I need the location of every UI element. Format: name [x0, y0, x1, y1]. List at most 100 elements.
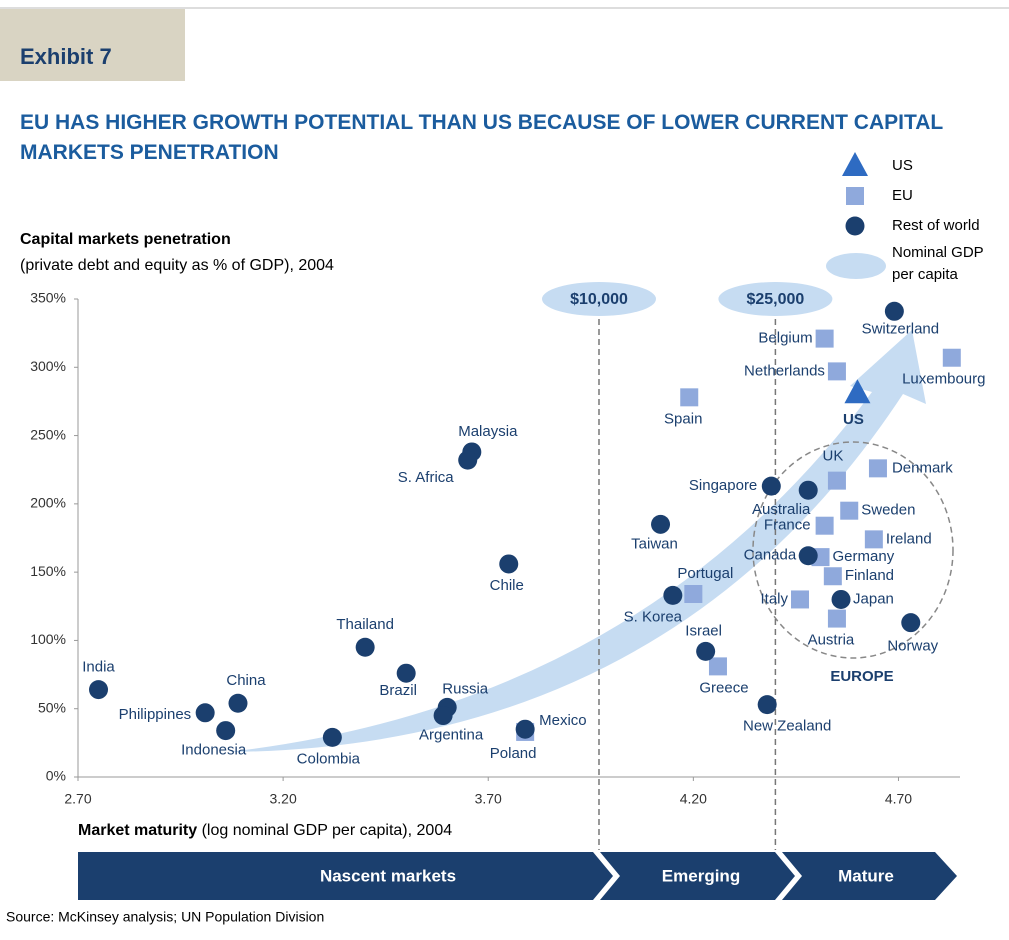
point-label: Spain: [664, 410, 702, 427]
point: [433, 706, 453, 726]
point-label: Sweden: [861, 502, 915, 519]
point: [846, 187, 864, 205]
y-tick-label: 100%: [30, 631, 66, 647]
point: [831, 589, 851, 609]
x-tick-label: 3.20: [269, 791, 296, 807]
point: [901, 613, 921, 633]
point-label: Taiwan: [631, 535, 678, 552]
point: [798, 480, 818, 500]
point-label: Italy: [760, 590, 788, 607]
point: [884, 301, 904, 321]
point: [322, 727, 342, 747]
point: [651, 514, 671, 534]
point: [761, 476, 781, 496]
reference-badge: [718, 282, 833, 316]
reference-badge: [541, 282, 656, 316]
reference-label: $10,000: [570, 291, 628, 308]
point-label: S. Korea: [624, 608, 683, 625]
point: [458, 450, 478, 470]
y-tick-label: 150%: [30, 563, 66, 579]
point-label: New Zealand: [743, 718, 831, 735]
point-label: Russia: [442, 680, 489, 697]
x-tick-label: 2.70: [64, 791, 91, 807]
legend-swatch: [826, 253, 886, 279]
x-tick-label: 4.70: [885, 791, 912, 807]
point: [791, 590, 810, 609]
x-tick-label: 3.70: [475, 791, 502, 807]
stage-label: Emerging: [662, 866, 740, 885]
x-tick-label: 4.20: [680, 791, 707, 807]
stage-bar: [78, 852, 613, 900]
y-tick-label: 350%: [30, 290, 66, 306]
point-label: Greece: [699, 679, 748, 696]
point-label: S. Africa: [398, 469, 455, 486]
stage-label: Nascent markets: [320, 866, 456, 885]
point: [868, 459, 887, 478]
point-label: Chile: [490, 577, 524, 594]
point: [680, 388, 699, 407]
point: [815, 516, 834, 535]
point: [864, 530, 883, 549]
point: [515, 719, 535, 739]
y-label-sub: (private debt and equity as % of GDP), 2…: [20, 257, 334, 274]
y-tick-label: 250%: [30, 426, 66, 442]
exhibit: Exhibit 7: [20, 44, 112, 69]
point: [827, 609, 846, 628]
x-label: Market maturity (log nominal GDP per cap…: [78, 822, 452, 839]
point: [355, 637, 375, 657]
point-label: Norway: [887, 638, 938, 655]
point-label: Israel: [685, 622, 722, 639]
legend-label: per capita: [892, 266, 959, 283]
point-label: Colombia: [297, 750, 361, 767]
stage-bar: [782, 852, 957, 900]
source: Source: McKinsey analysis; UN Population…: [6, 909, 324, 925]
point-label: Netherlands: [744, 362, 825, 379]
point: [815, 329, 834, 348]
point: [228, 693, 248, 713]
reference-label: $25,000: [746, 291, 804, 308]
point-label: Belgium: [758, 330, 812, 347]
point: [842, 152, 868, 176]
point-label: Thailand: [336, 616, 394, 633]
group-label: EUROPE: [830, 668, 893, 685]
point: [216, 721, 236, 741]
point-label: Ireland: [886, 530, 932, 547]
x-label-rest: (log nominal GDP per capita), 2004: [197, 822, 452, 839]
point-label: Australia: [752, 501, 811, 518]
point: [684, 584, 703, 603]
point: [499, 554, 519, 574]
point: [823, 567, 842, 586]
point: [942, 348, 961, 367]
point: [396, 663, 416, 683]
point: [845, 216, 865, 236]
point-label: Indonesia: [181, 742, 247, 759]
point-label: Malaysia: [458, 423, 518, 440]
point-label: France: [764, 517, 811, 534]
legend-label: Rest of world: [892, 217, 980, 234]
point: [696, 641, 716, 661]
y-tick-label: 50%: [38, 699, 66, 715]
point-label: Denmark: [892, 459, 953, 476]
point-label: Poland: [490, 745, 537, 762]
point-label: Brazil: [379, 682, 417, 699]
point-label: Germany: [833, 548, 895, 565]
point-label: India: [82, 659, 115, 676]
chart-title: EU HAS HIGHER GROWTH POTENTIAL THAN US B…: [20, 111, 943, 164]
point-label: China: [226, 672, 266, 689]
point: [798, 546, 818, 566]
point-label: Mexico: [539, 712, 587, 729]
y-label: Capital markets penetration: [20, 231, 231, 248]
point-label: Finland: [845, 567, 894, 584]
point-label: Austria: [808, 632, 855, 649]
point-label: Switzerland: [862, 320, 940, 337]
point-label: US: [843, 411, 864, 428]
exhibit-box: [0, 9, 185, 81]
point-label: Philippines: [119, 706, 192, 723]
point-label: Portugal: [677, 565, 733, 582]
x-label-bold: Market maturity: [78, 822, 197, 839]
point-label: Japan: [853, 590, 894, 607]
point-label: Canada: [744, 547, 797, 564]
point: [663, 585, 683, 605]
